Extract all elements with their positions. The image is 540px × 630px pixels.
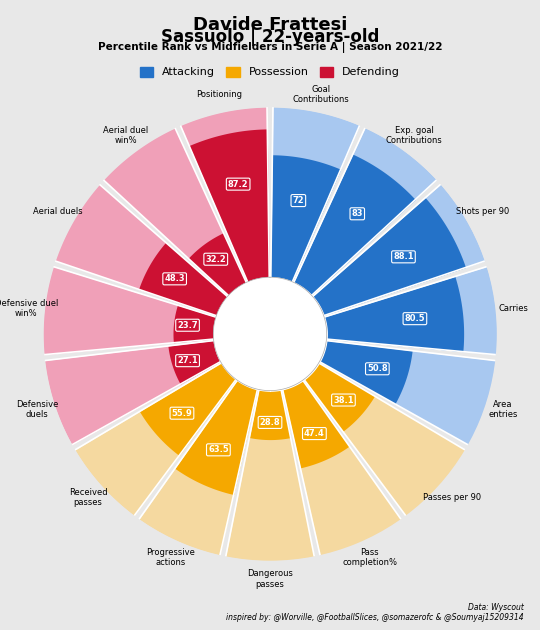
- Text: Positioning: Positioning: [196, 90, 242, 99]
- Text: Passes per 90: Passes per 90: [423, 493, 481, 502]
- Text: Davide Frattesi: Davide Frattesi: [193, 16, 347, 34]
- Text: Percentile Rank vs Midfielders in Serie A | Season 2021/22: Percentile Rank vs Midfielders in Serie …: [98, 42, 442, 53]
- Text: Defensive duel
win%: Defensive duel win%: [0, 299, 58, 318]
- Text: 88.1: 88.1: [393, 253, 414, 261]
- Text: Goal
Contributions: Goal Contributions: [293, 84, 349, 104]
- Text: Defensive
duels: Defensive duels: [16, 400, 58, 420]
- Text: Aerial duels: Aerial duels: [33, 207, 83, 216]
- Text: Carries: Carries: [498, 304, 529, 313]
- Text: 38.1: 38.1: [333, 396, 354, 404]
- Text: 48.3: 48.3: [164, 274, 185, 284]
- Text: Dangerous
passes: Dangerous passes: [247, 569, 293, 588]
- Text: 80.5: 80.5: [404, 314, 425, 323]
- Text: 32.2: 32.2: [205, 255, 226, 264]
- Text: Area
entries: Area entries: [488, 400, 518, 420]
- Text: 23.7: 23.7: [177, 321, 198, 329]
- Text: 83: 83: [352, 209, 363, 218]
- Text: Exp. goal
Contributions: Exp. goal Contributions: [386, 126, 442, 146]
- Text: 28.8: 28.8: [260, 418, 280, 427]
- Text: 47.4: 47.4: [304, 429, 325, 438]
- Text: 55.9: 55.9: [172, 409, 192, 418]
- Text: Progressive
actions: Progressive actions: [146, 548, 195, 568]
- Text: 63.5: 63.5: [208, 445, 229, 454]
- Text: Aerial duel
win%: Aerial duel win%: [103, 126, 148, 146]
- Legend: Attacking, Possession, Defending: Attacking, Possession, Defending: [136, 62, 404, 82]
- Text: 87.2: 87.2: [228, 180, 248, 188]
- Text: 72: 72: [293, 196, 304, 205]
- Text: Shots per 90: Shots per 90: [456, 207, 509, 216]
- Text: 50.8: 50.8: [367, 364, 388, 374]
- Text: Received
passes: Received passes: [69, 488, 107, 508]
- Text: Pass
completion%: Pass completion%: [342, 548, 397, 568]
- Text: Data: Wyscout
inspired by: @Worville, @FootballSlices, @somazerofc & @Soumyaj152: Data: Wyscout inspired by: @Worville, @F…: [226, 603, 524, 622]
- Text: Sassuolo | 22-years-old: Sassuolo | 22-years-old: [161, 28, 379, 47]
- Text: 27.1: 27.1: [177, 356, 198, 365]
